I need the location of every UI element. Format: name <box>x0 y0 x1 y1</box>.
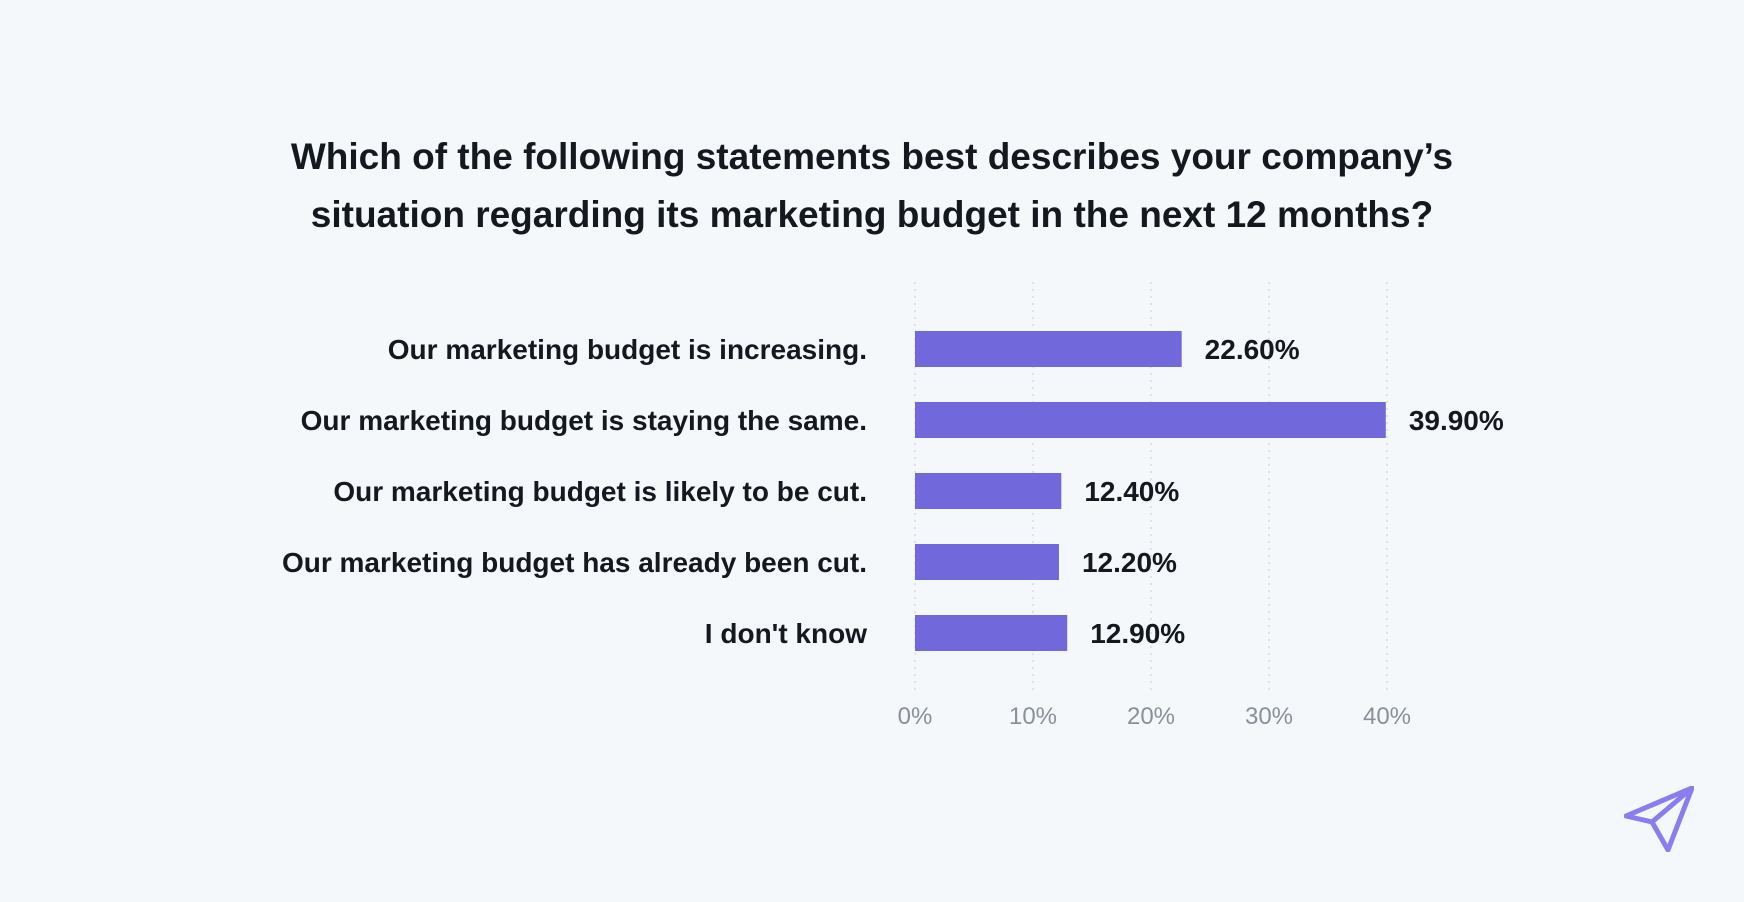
category-label: Our marketing budget is likely to be cut… <box>333 476 867 507</box>
value-label: 39.90% <box>1409 405 1504 436</box>
x-tick-label: 0% <box>898 703 933 730</box>
value-label: 12.40% <box>1084 476 1179 507</box>
category-label: Our marketing budget is increasing. <box>388 334 867 365</box>
bar <box>915 544 1059 580</box>
chart-title: Which of the following statements best d… <box>272 128 1472 244</box>
value-label: 22.60% <box>1205 334 1300 365</box>
bar <box>915 473 1062 509</box>
bar <box>915 615 1068 651</box>
bar <box>915 331 1182 367</box>
paper-plane-arrow-icon <box>1624 786 1694 852</box>
chart-title-line-1: Which of the following statements best d… <box>290 136 1454 177</box>
value-label: 12.20% <box>1082 547 1177 578</box>
x-tick-label: 40% <box>1363 703 1411 730</box>
x-tick-label: 30% <box>1245 703 1293 730</box>
chart-title-line-2: situation regarding its marketing budget… <box>310 194 1434 235</box>
x-tick-label: 10% <box>1009 703 1057 730</box>
value-label: 12.90% <box>1090 618 1185 649</box>
bar <box>915 402 1386 438</box>
x-tick-label: 20% <box>1127 703 1175 730</box>
category-label: I don't know <box>705 618 867 649</box>
category-label: Our marketing budget has already been cu… <box>282 547 867 578</box>
category-label: Our marketing budget is staying the same… <box>301 405 867 436</box>
